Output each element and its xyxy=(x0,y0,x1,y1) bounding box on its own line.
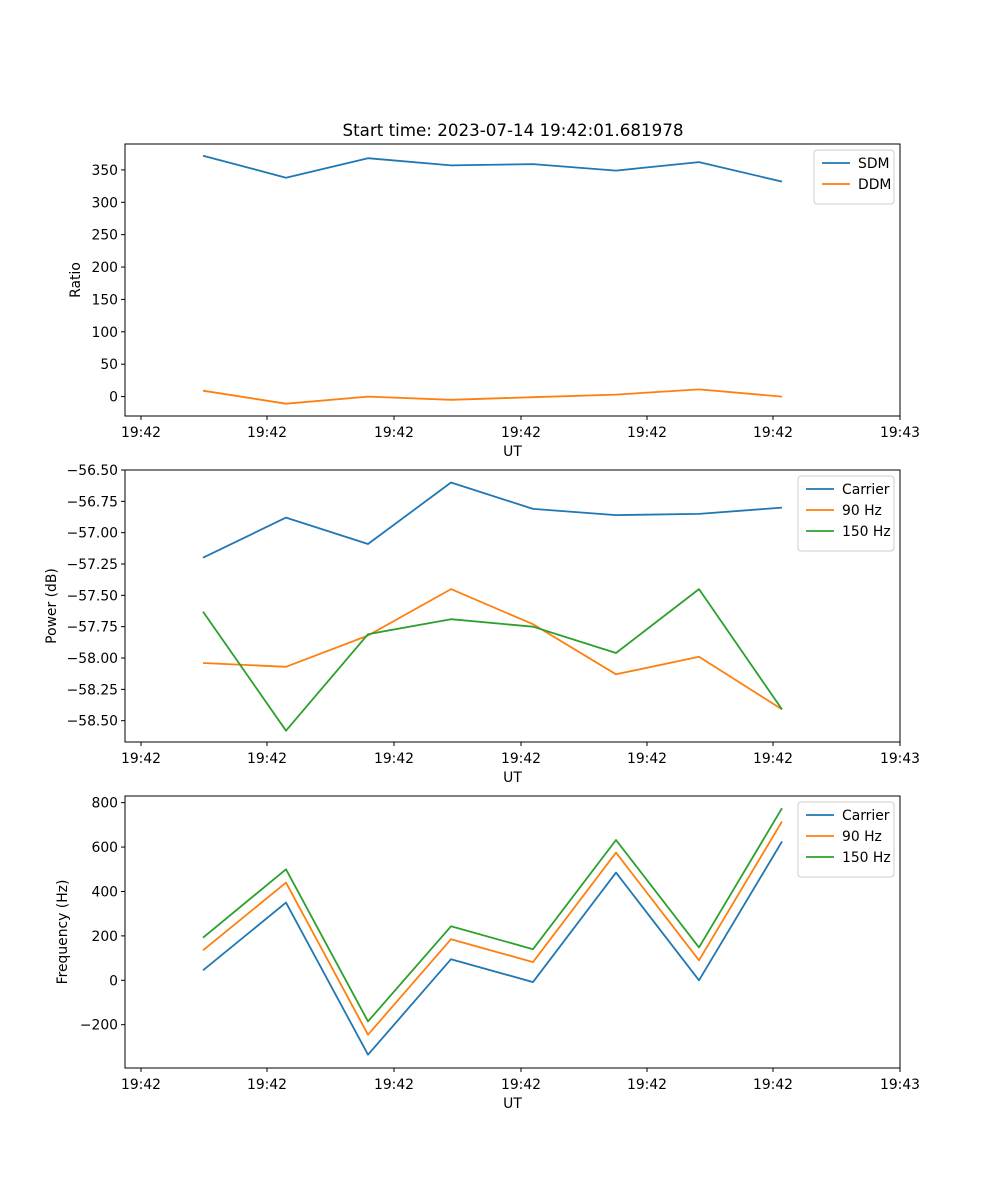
series-line-carrier xyxy=(202,841,783,1056)
y-tick-label: 0 xyxy=(109,390,118,406)
subplot-2: 19:42 19:42 19:42 19:42 19:42 19:42 19:43 UT −58… xyxy=(44,463,920,786)
plot-frame xyxy=(124,469,901,743)
y-axis-label: Power (dB) xyxy=(44,568,60,644)
series-line-150-hz xyxy=(202,588,783,732)
x-axis-label: UT xyxy=(503,1096,522,1112)
legend-label: 90 Hz xyxy=(842,503,882,519)
x-tick-label: 19:42 xyxy=(374,425,414,441)
x-tick-label: 19:42 xyxy=(374,1077,414,1093)
y-tick-label: 200 xyxy=(91,929,118,945)
y-axis-label: Frequency (Hz) xyxy=(55,880,71,985)
y-tick-label: 400 xyxy=(91,884,118,900)
subplot-1: 19:42 19:42 19:42 19:42 19:42 19:42 19:43 UT 0 50… xyxy=(68,143,920,460)
y-tick-label: −57.25 xyxy=(67,557,118,573)
legend-label: SDM xyxy=(858,156,890,172)
plot-frame xyxy=(124,795,901,1069)
x-tick-label: 19:42 xyxy=(753,425,793,441)
series-line-sdm xyxy=(202,154,783,183)
x-tick-label: 19:42 xyxy=(374,751,414,767)
legend-label: 150 Hz xyxy=(842,850,891,866)
y-tick-label: 600 xyxy=(91,840,118,856)
y-tick-label: −57.75 xyxy=(67,620,118,636)
x-tick-label: 19:42 xyxy=(753,1077,793,1093)
y-tick-label: −56.75 xyxy=(67,494,118,510)
legend: Carrier 90 Hz 150 Hz xyxy=(797,475,895,552)
series-line-150-hz xyxy=(202,807,783,1023)
y-tick-label: −57.00 xyxy=(67,526,118,542)
series-line-90-hz xyxy=(202,821,783,1036)
y-tick-label: 100 xyxy=(91,325,118,341)
series-line-carrier xyxy=(202,481,783,559)
x-tick-label: 19:42 xyxy=(121,751,161,767)
y-tick-label: 150 xyxy=(91,292,118,308)
y-tick-label: 800 xyxy=(91,796,118,812)
x-tick-label: 19:42 xyxy=(247,425,287,441)
x-tick-label: 19:42 xyxy=(121,425,161,441)
x-axis-label: UT xyxy=(503,770,522,786)
y-axis-label: Ratio xyxy=(68,262,84,298)
x-tick-label: 19:42 xyxy=(247,751,287,767)
y-tick-label: 250 xyxy=(91,228,118,244)
y-tick-label: −58.50 xyxy=(67,714,118,730)
x-tick-label: 19:43 xyxy=(880,425,920,441)
legend-label: Carrier xyxy=(842,482,890,498)
y-tick-label: −200 xyxy=(80,1018,118,1034)
x-axis-label: UT xyxy=(503,444,522,460)
y-tick-label: 50 xyxy=(100,357,118,373)
x-tick-label: 19:42 xyxy=(247,1077,287,1093)
x-tick-label: 19:42 xyxy=(753,751,793,767)
x-tick-label: 19:42 xyxy=(627,1077,667,1093)
x-tick-label: 19:43 xyxy=(880,1077,920,1093)
y-tick-label: −57.50 xyxy=(67,588,118,604)
y-tick-label: 350 xyxy=(91,163,118,179)
chart-title: Start time: 2023-07-14 19:42:01.681978 xyxy=(343,120,684,140)
legend-label: DDM xyxy=(858,177,891,193)
legend-label: Carrier xyxy=(842,808,890,824)
y-tick-label: −56.50 xyxy=(67,463,118,479)
subplot-3: 19:42 19:42 19:42 19:42 19:42 19:42 19:43 UT −20… xyxy=(55,795,920,1112)
x-tick-label: 19:42 xyxy=(501,1077,541,1093)
x-tick-label: 19:42 xyxy=(627,751,667,767)
legend-box xyxy=(797,801,895,878)
x-tick-label: 19:42 xyxy=(121,1077,161,1093)
y-tick-label: 0 xyxy=(109,973,118,989)
x-tick-label: 19:42 xyxy=(501,425,541,441)
y-tick-label: 200 xyxy=(91,260,118,276)
y-tick-label: −58.00 xyxy=(67,651,118,667)
plot-frame xyxy=(124,143,901,417)
y-tick-label: 300 xyxy=(91,195,118,211)
legend: Carrier 90 Hz 150 Hz xyxy=(797,801,895,878)
legend-label: 150 Hz xyxy=(842,524,891,540)
legend-box xyxy=(797,475,895,552)
x-tick-label: 19:42 xyxy=(501,751,541,767)
series-line-ddm xyxy=(202,388,783,405)
y-tick-label: −58.25 xyxy=(67,682,118,698)
x-tick-label: 19:42 xyxy=(627,425,667,441)
x-tick-label: 19:43 xyxy=(880,751,920,767)
series-line-90-hz xyxy=(202,588,783,711)
legend-label: 90 Hz xyxy=(842,829,882,845)
legend: SDM DDM xyxy=(813,149,895,205)
